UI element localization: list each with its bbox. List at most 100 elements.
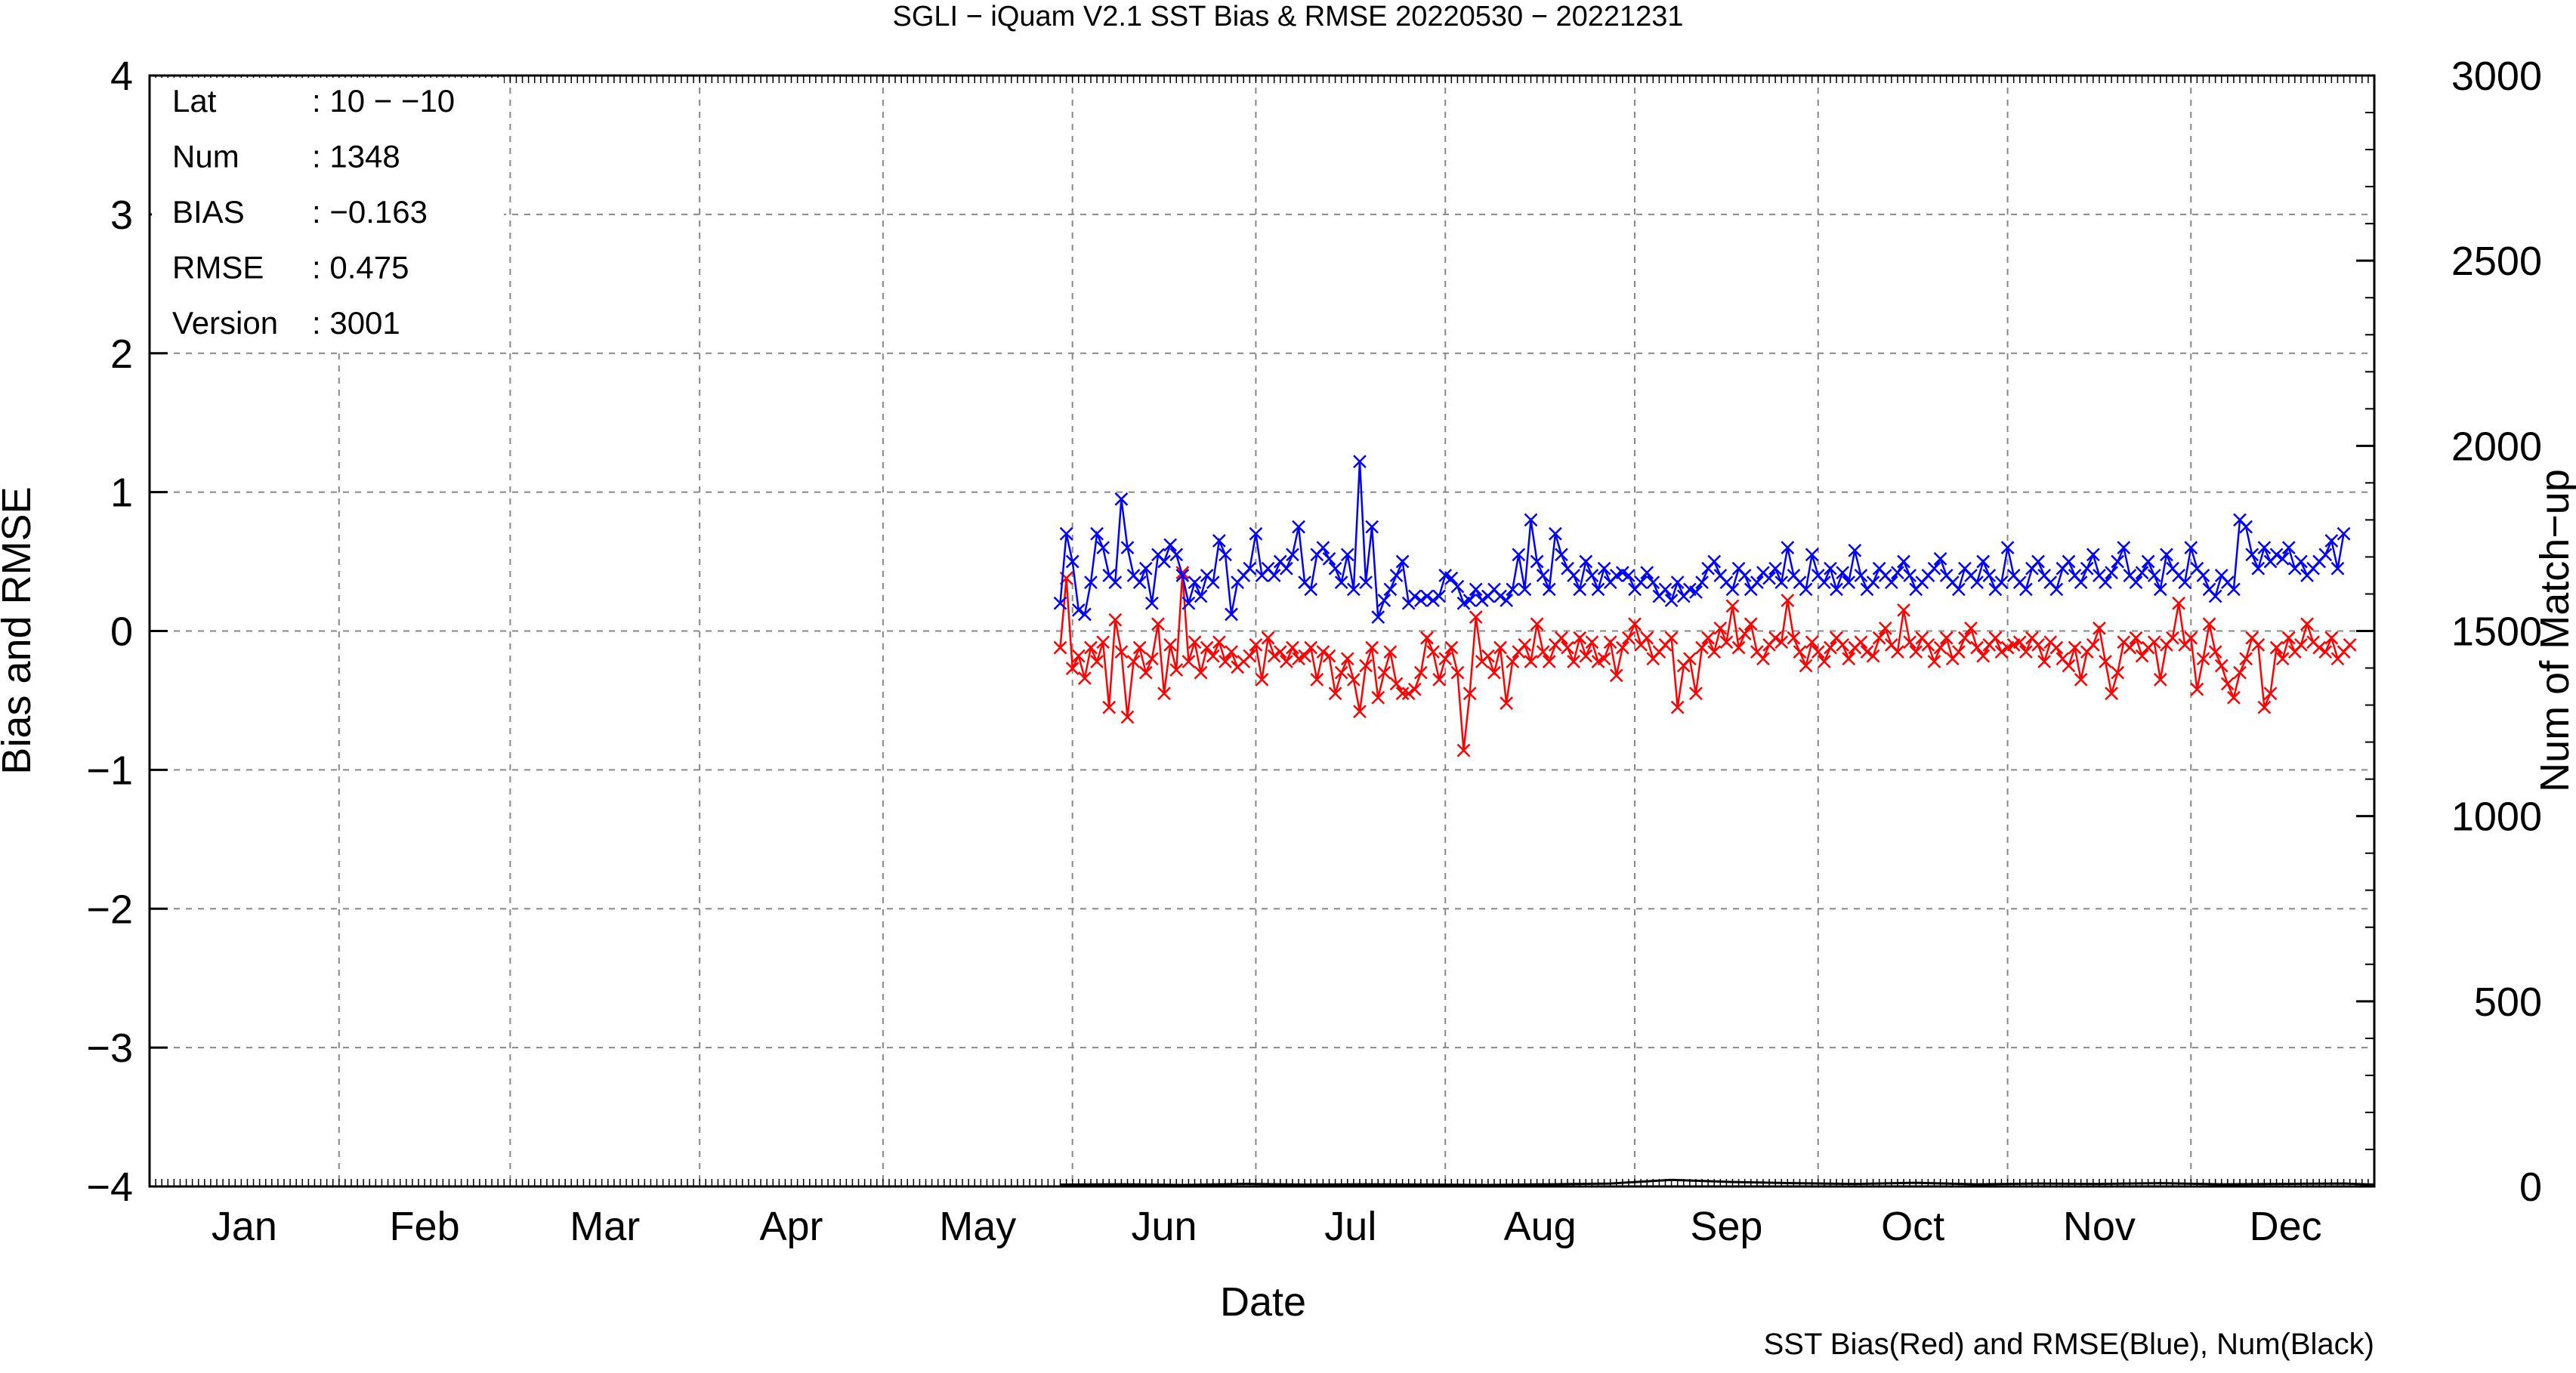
data-point [1622, 569, 1635, 582]
data-point [2153, 672, 2167, 686]
data-point [1475, 594, 1489, 607]
series-line-num [1060, 1178, 2375, 1186]
data-point [1108, 575, 1123, 590]
data-point [1585, 569, 1599, 582]
x-tick-label: Jul [1324, 1204, 1376, 1249]
data-point [1444, 640, 1459, 655]
data-point [1634, 575, 1648, 590]
data-point [2294, 638, 2308, 652]
data-point [1463, 686, 1477, 701]
data-point [1500, 594, 1514, 607]
data-point [1120, 541, 1135, 555]
data-point [2062, 554, 2076, 569]
data-point [1114, 492, 1129, 506]
data-point [1279, 561, 1293, 575]
data-point [1836, 566, 1849, 580]
data-point [1077, 607, 1092, 622]
data-point [1512, 548, 1526, 562]
x-axis-title: Date [1220, 1279, 1306, 1325]
data-point [2160, 548, 2173, 562]
data-point [1573, 582, 1587, 597]
data-point [1298, 649, 1312, 663]
data-point [1609, 668, 1623, 683]
data-point [2184, 541, 2198, 555]
y-left-tick-label: 0 [110, 609, 133, 655]
data-point [1897, 554, 1910, 569]
x-tick-label: Dec [2250, 1204, 2322, 1249]
y-left-tick-label: −2 [86, 887, 133, 932]
x-tick-label: Jan [212, 1204, 277, 1249]
data-point [2269, 548, 2284, 562]
data-point [1750, 575, 1764, 590]
data-point [1781, 541, 1795, 555]
data-point [1267, 569, 1281, 582]
data-point [1824, 561, 1837, 575]
data-point [1897, 603, 1910, 617]
data-point [1670, 575, 1685, 590]
x-tick-label: Apr [759, 1204, 823, 1249]
data-point [2281, 541, 2296, 555]
data-point [1682, 652, 1697, 666]
data-point [2202, 617, 2216, 631]
data-point [2300, 617, 2314, 631]
data-point [1866, 575, 1880, 590]
data-point [1506, 655, 1520, 668]
data-point [1787, 631, 1801, 645]
data-point [2129, 631, 2143, 645]
y-left-tick-label: −1 [86, 748, 133, 793]
data-point [1866, 649, 1880, 663]
data-point [1365, 520, 1379, 534]
data-point [1071, 603, 1086, 617]
data-point [1805, 635, 1819, 649]
data-point [1438, 652, 1453, 666]
data-point [1371, 610, 1385, 624]
data-point [1909, 645, 1923, 659]
data-point [1450, 665, 1465, 680]
data-point [1506, 582, 1520, 597]
axes: Jan Feb Mar Apr May Jun Jul Aug Sep Oct Nov Dec 4 3 2 1… [86, 54, 2542, 1249]
data-point [1249, 638, 1263, 652]
data-point [1359, 575, 1373, 590]
y-right-tick-label: 3000 [2451, 54, 2542, 99]
stat-value: : 3001 [312, 305, 400, 341]
series-line [1059, 572, 2351, 751]
data-point [1567, 569, 1581, 582]
x-tick-label: Mar [570, 1204, 640, 1249]
data-point [1286, 640, 1299, 655]
data-point [1536, 645, 1550, 659]
data-point [1493, 640, 1507, 655]
data-point [1762, 571, 1776, 585]
data-point [1848, 543, 1862, 557]
data-point [1805, 548, 1819, 562]
data-point [2294, 554, 2308, 569]
data-point [1261, 631, 1275, 645]
data-point [1958, 631, 1972, 645]
data-point [1964, 621, 1978, 635]
data-point [1567, 655, 1581, 668]
data-point [1120, 710, 1135, 724]
data-point [1377, 665, 1391, 680]
data-point [1053, 640, 1067, 655]
data-point [1144, 652, 1159, 666]
data-point [1163, 538, 1178, 552]
data-point [1701, 631, 1716, 645]
data-point [1212, 635, 1226, 649]
data-point [2012, 635, 2027, 649]
data-point [1420, 589, 1434, 603]
data-point [1346, 672, 1361, 686]
data-point [2086, 548, 2100, 562]
data-point [2031, 554, 2045, 569]
data-point [1292, 520, 1305, 534]
data-point [1707, 645, 1722, 659]
data-point [1689, 686, 1703, 701]
data-point [1175, 569, 1190, 582]
data-point [2172, 596, 2185, 610]
data-point [1084, 640, 1098, 655]
data-point [1836, 638, 1849, 652]
data-point [1982, 569, 1997, 582]
data-point [1646, 575, 1660, 590]
data-point [1774, 635, 1789, 649]
data-point [1200, 640, 1214, 655]
data-point [1830, 582, 1843, 597]
data-point [1891, 566, 1904, 580]
